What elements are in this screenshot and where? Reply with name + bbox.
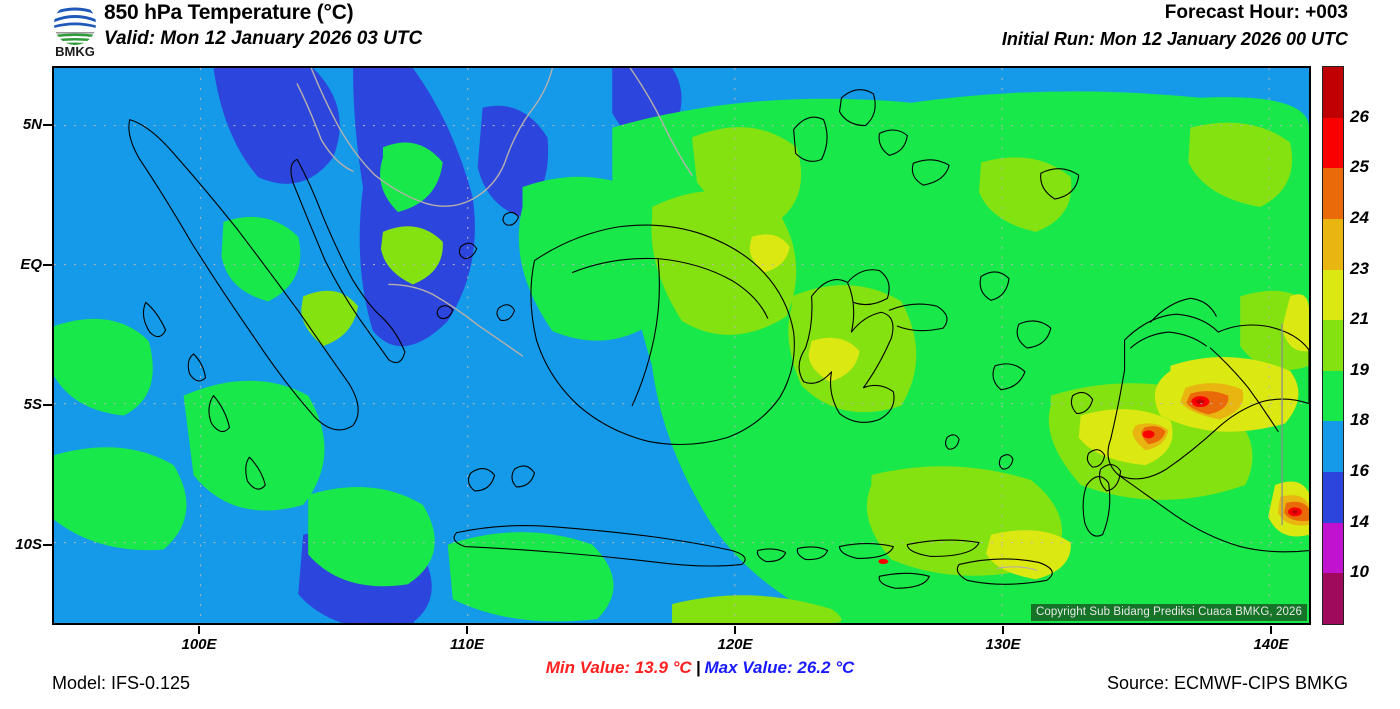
temperature-colorbar[interactable]: [1322, 66, 1344, 625]
colorbar-label-25: 25: [1350, 157, 1369, 177]
forecast-hour-label: Forecast Hour: +003: [1164, 2, 1348, 23]
source-label: Source: ECMWF-CIPS BMKG: [1106, 673, 1348, 693]
colorbar-segment-24: [1323, 168, 1343, 219]
colorbar-segment-19: [1323, 320, 1343, 371]
y-tick-mark-eq: [43, 264, 52, 266]
colorbar-label-23: 23: [1350, 258, 1369, 278]
colorbar-label-14: 14: [1350, 511, 1369, 531]
x-tick-label-120e: 120E: [717, 636, 753, 653]
x-tick-mark-130e: [1002, 626, 1004, 634]
colorbar-segment-25: [1323, 117, 1343, 169]
y-tick-label-5s: 5S: [23, 396, 42, 413]
map-canvas: [54, 68, 1309, 623]
valid-time-label: Valid: Mon 12 January 2026 03 UTC: [104, 28, 423, 49]
y-tick-mark-10s: [43, 544, 52, 546]
x-tick-label-140e: 140E: [1253, 636, 1289, 653]
colorbar-label-10: 10: [1350, 562, 1369, 582]
y-tick-label-eq: EQ: [20, 256, 42, 273]
x-tick-mark-140e: [1270, 626, 1272, 634]
initial-run-label: Initial Run: Mon 12 January 2026 00 UTC: [1001, 29, 1348, 49]
x-tick-mark-100e: [198, 626, 200, 634]
colorbar-segment-14: [1323, 472, 1343, 523]
x-tick-mark-120e: [734, 626, 736, 634]
temperature-map[interactable]: Copyright Sub Bidang Prediksi Cuaca BMKG…: [52, 66, 1311, 625]
colorbar-segment-10: [1323, 522, 1343, 574]
max-value-label: Max Value: 26.2 °C: [704, 658, 855, 677]
colorbar-label-24: 24: [1350, 207, 1369, 227]
colorbar-label-19: 19: [1350, 359, 1369, 379]
min-max-values: Min Value: 13.9 °C | Max Value: 26.2 °C: [0, 658, 1400, 678]
x-tick-label-100e: 100E: [181, 636, 217, 653]
logo-text: BMKG: [55, 44, 95, 58]
page-header: BMKG 850 hPa Temperature (°C) Valid: Mon…: [0, 0, 1400, 60]
colorbar-label-26: 26: [1350, 106, 1369, 126]
x-tick-label-130e: 130E: [985, 636, 1021, 653]
colorbar-segment-26: [1323, 67, 1343, 118]
coastline-overlay: [128, 68, 1309, 589]
model-label: Model: IFS-0.125: [52, 673, 191, 693]
colorbar-label-18: 18: [1350, 410, 1369, 430]
y-tick-label-5n: 5N: [22, 116, 42, 133]
y-tick-label-10s: 10S: [15, 536, 42, 553]
y-tick-mark-5s: [43, 404, 52, 406]
min-value-label: Min Value: 13.9 °C: [545, 658, 692, 677]
minmax-separator: |: [695, 658, 701, 677]
colorbar-tick-labels: 26 25 24 23 21 19 18 16 14 10: [1350, 66, 1400, 625]
colorbar-label-21: 21: [1350, 309, 1369, 329]
colorbar-segment-below-min: [1323, 573, 1343, 624]
colorbar-segment-21: [1323, 269, 1343, 321]
copyright-watermark: Copyright Sub Bidang Prediksi Cuaca BMKG…: [1030, 604, 1307, 621]
x-tick-label-110e: 110E: [450, 636, 484, 653]
page-title: 850 hPa Temperature (°C): [104, 1, 354, 24]
colorbar-segment-18: [1323, 370, 1343, 422]
colorbar-segment-16: [1323, 421, 1343, 472]
colorbar-label-16: 16: [1350, 461, 1369, 481]
bmkg-logo-icon: BMKG: [54, 3, 96, 58]
x-tick-mark-110e: [466, 626, 468, 634]
temperature-contour-field: [54, 68, 1309, 623]
colorbar-segment-23: [1323, 218, 1343, 270]
y-tick-mark-5n: [43, 124, 52, 126]
